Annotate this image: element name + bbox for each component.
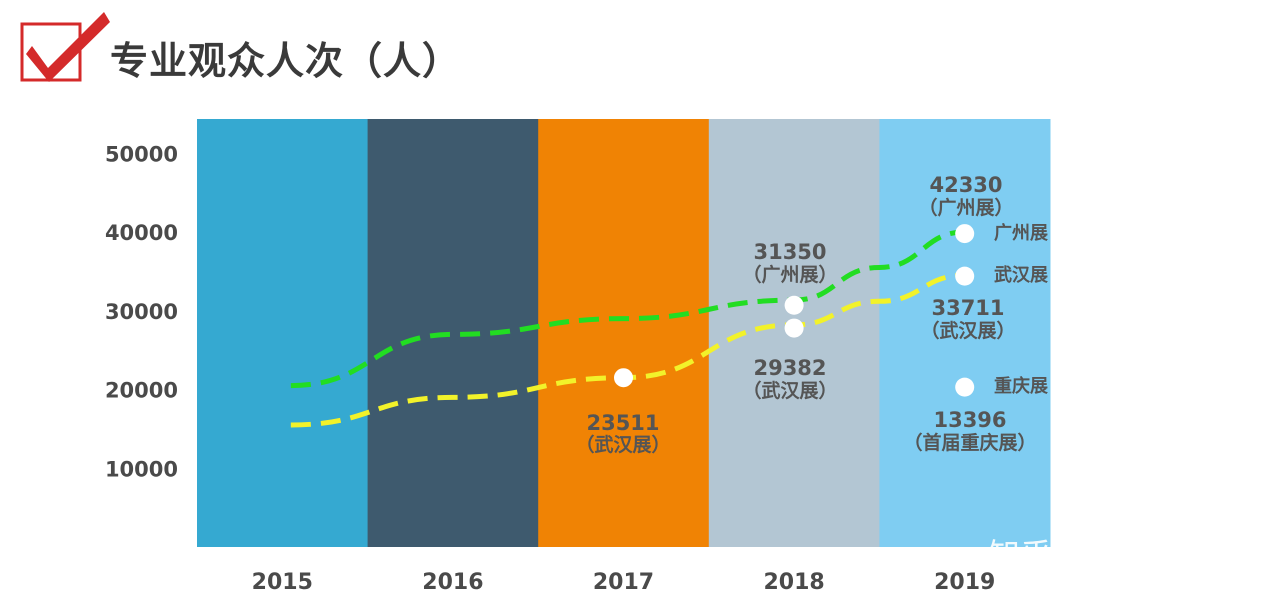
data-point-p2019_gz (955, 224, 975, 244)
annotation-label: （广州展） (918, 196, 1013, 219)
y-tick-label: 10000 (105, 457, 178, 481)
data-point-p2017_wh (614, 368, 633, 388)
year-band-2016 (367, 119, 539, 547)
year-band-2019 (879, 119, 1051, 547)
annotation-value: 23511 (586, 411, 659, 435)
x-tick-label: 2019 (934, 570, 995, 595)
annotation-label: （武汉展） (920, 319, 1015, 342)
y-tick-label: 30000 (105, 300, 178, 324)
legend-label: 武汉展 (994, 265, 1049, 286)
page-title: 专业观众人次（人） (110, 39, 462, 83)
year-band-2015 (197, 119, 369, 547)
legend-label: 重庆展 (994, 375, 1049, 397)
y-tick-label: 40000 (105, 221, 178, 245)
data-point-p2018_gz (784, 295, 804, 315)
y-tick-label: 20000 (105, 379, 178, 403)
annotation-label: （首届重庆展） (903, 431, 1036, 454)
x-tick-label: 2016 (422, 570, 483, 595)
annotation-label: （武汉展） (575, 433, 670, 456)
data-point-p2019_wh (955, 266, 975, 286)
annotation-value: 29382 (753, 356, 826, 380)
annotation-value: 31350 (753, 240, 826, 264)
x-tick-label: 2017 (593, 570, 654, 595)
watermark-text: 知乎 @mingyi (988, 536, 1203, 574)
series-line-1 (290, 272, 965, 428)
data-point-p2019_cq (955, 377, 975, 397)
year-band-2017 (538, 119, 710, 547)
series-line-0 (290, 229, 965, 389)
annotation-value: 33711 (931, 296, 1004, 320)
x-tick-label: 2015 (252, 570, 313, 595)
data-point-p2018_wh (784, 318, 804, 338)
x-tick-label: 2018 (763, 570, 824, 595)
annotation-value: 13396 (933, 408, 1006, 432)
checkbox-check-icon (20, 12, 110, 82)
legend-label: 广州展 (994, 222, 1049, 244)
y-tick-label: 50000 (105, 142, 178, 166)
annotation-label: （武汉展） (742, 379, 837, 402)
annotation-value: 42330 (929, 173, 1002, 197)
annotation-label: （广州展） (742, 263, 837, 286)
